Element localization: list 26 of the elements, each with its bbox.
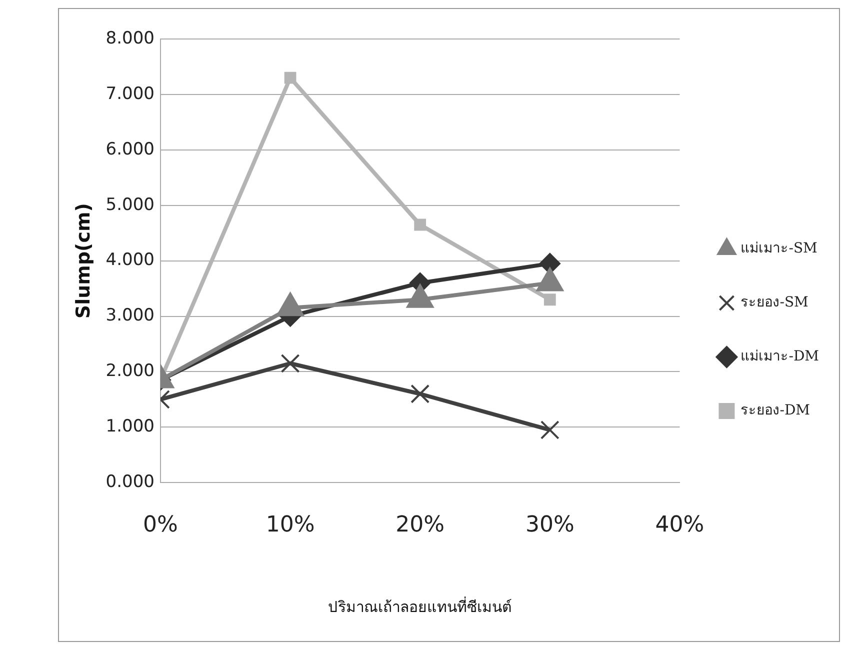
y-tick-label: 6.000 [106, 139, 154, 160]
legend-label: ระยอง-DM [740, 402, 810, 419]
point [414, 218, 426, 231]
y-tick-label: 8.000 [106, 28, 154, 48]
x-tick-label: 20% [396, 512, 445, 538]
y-tick-label: 4.000 [106, 250, 154, 270]
x-axis-title: ปริมาณเถ้าลอยแทนที่ซีเมนต์ [328, 596, 512, 616]
point [280, 354, 300, 373]
x-tick-label: 10% [266, 512, 315, 538]
y-tick-label: 1.000 [106, 416, 154, 437]
y-tick-label: 5.000 [106, 194, 154, 215]
point [410, 384, 430, 404]
y-tick-label: 0.000 [106, 472, 154, 492]
legend-label: ระยอง-SM [740, 294, 808, 311]
y-tick-label: 3.000 [106, 306, 154, 326]
y-tick-label: 7.000 [106, 84, 154, 104]
x-tick-label: 40% [655, 512, 704, 538]
x-tick-label: 30% [525, 512, 574, 538]
point [540, 420, 560, 440]
y-tick-label: 2.000 [106, 361, 154, 382]
legend-label: แม่เมาะ-DM [740, 348, 820, 365]
point [284, 72, 296, 84]
x-tick-label: 0% [143, 512, 178, 538]
y-axis-title: Slump(cm) [72, 203, 94, 319]
point [544, 294, 556, 306]
legend-label: แม่เมาะ-SM [740, 240, 818, 257]
